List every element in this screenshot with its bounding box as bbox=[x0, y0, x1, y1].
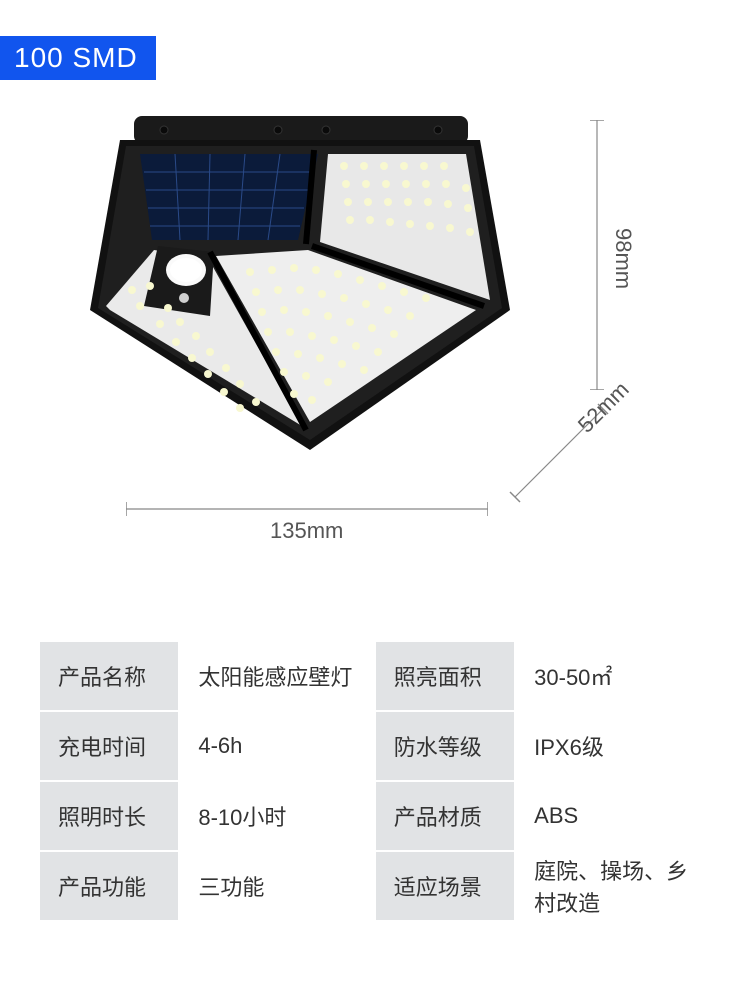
product-diagram: 135mm 98mm 52mm bbox=[0, 110, 750, 580]
spec-value: 30-50㎡ bbox=[516, 642, 710, 710]
table-row: 产品功能 三功能 适应场景 庭院、操场、乡村改造 bbox=[40, 852, 710, 920]
table-row: 产品名称 太阳能感应壁灯 照亮面积 30-50㎡ bbox=[40, 642, 710, 710]
product-illustration bbox=[80, 110, 520, 480]
dimension-width-label: 135mm bbox=[270, 518, 343, 544]
spec-label: 适应场景 bbox=[376, 852, 514, 920]
spec-value: 庭院、操场、乡村改造 bbox=[516, 852, 710, 920]
spec-label: 防水等级 bbox=[376, 712, 514, 780]
dimension-height-line bbox=[590, 120, 604, 390]
model-badge: 100 SMD bbox=[0, 36, 156, 80]
spec-label: 产品材质 bbox=[376, 782, 514, 850]
spec-value: 太阳能感应壁灯 bbox=[180, 642, 373, 710]
spec-label: 照亮面积 bbox=[376, 642, 514, 710]
table-row: 充电时间 4-6h 防水等级 IPX6级 bbox=[40, 712, 710, 780]
table-row: 照明时长 8-10小时 产品材质 ABS bbox=[40, 782, 710, 850]
spec-label: 充电时间 bbox=[40, 712, 178, 780]
dimension-height-label: 98mm bbox=[610, 228, 636, 289]
dimension-width-line bbox=[126, 502, 488, 516]
spec-value: IPX6级 bbox=[516, 712, 710, 780]
spec-value: 4-6h bbox=[180, 712, 373, 780]
dimension-depth-label: 52mm bbox=[573, 377, 635, 439]
spec-value: 8-10小时 bbox=[180, 782, 373, 850]
spec-label: 照明时长 bbox=[40, 782, 178, 850]
spec-value: 三功能 bbox=[180, 852, 373, 920]
spec-table: 产品名称 太阳能感应壁灯 照亮面积 30-50㎡ 充电时间 4-6h 防水等级 … bbox=[38, 640, 712, 922]
spec-value: ABS bbox=[516, 782, 710, 850]
spec-label: 产品功能 bbox=[40, 852, 178, 920]
spec-label: 产品名称 bbox=[40, 642, 178, 710]
